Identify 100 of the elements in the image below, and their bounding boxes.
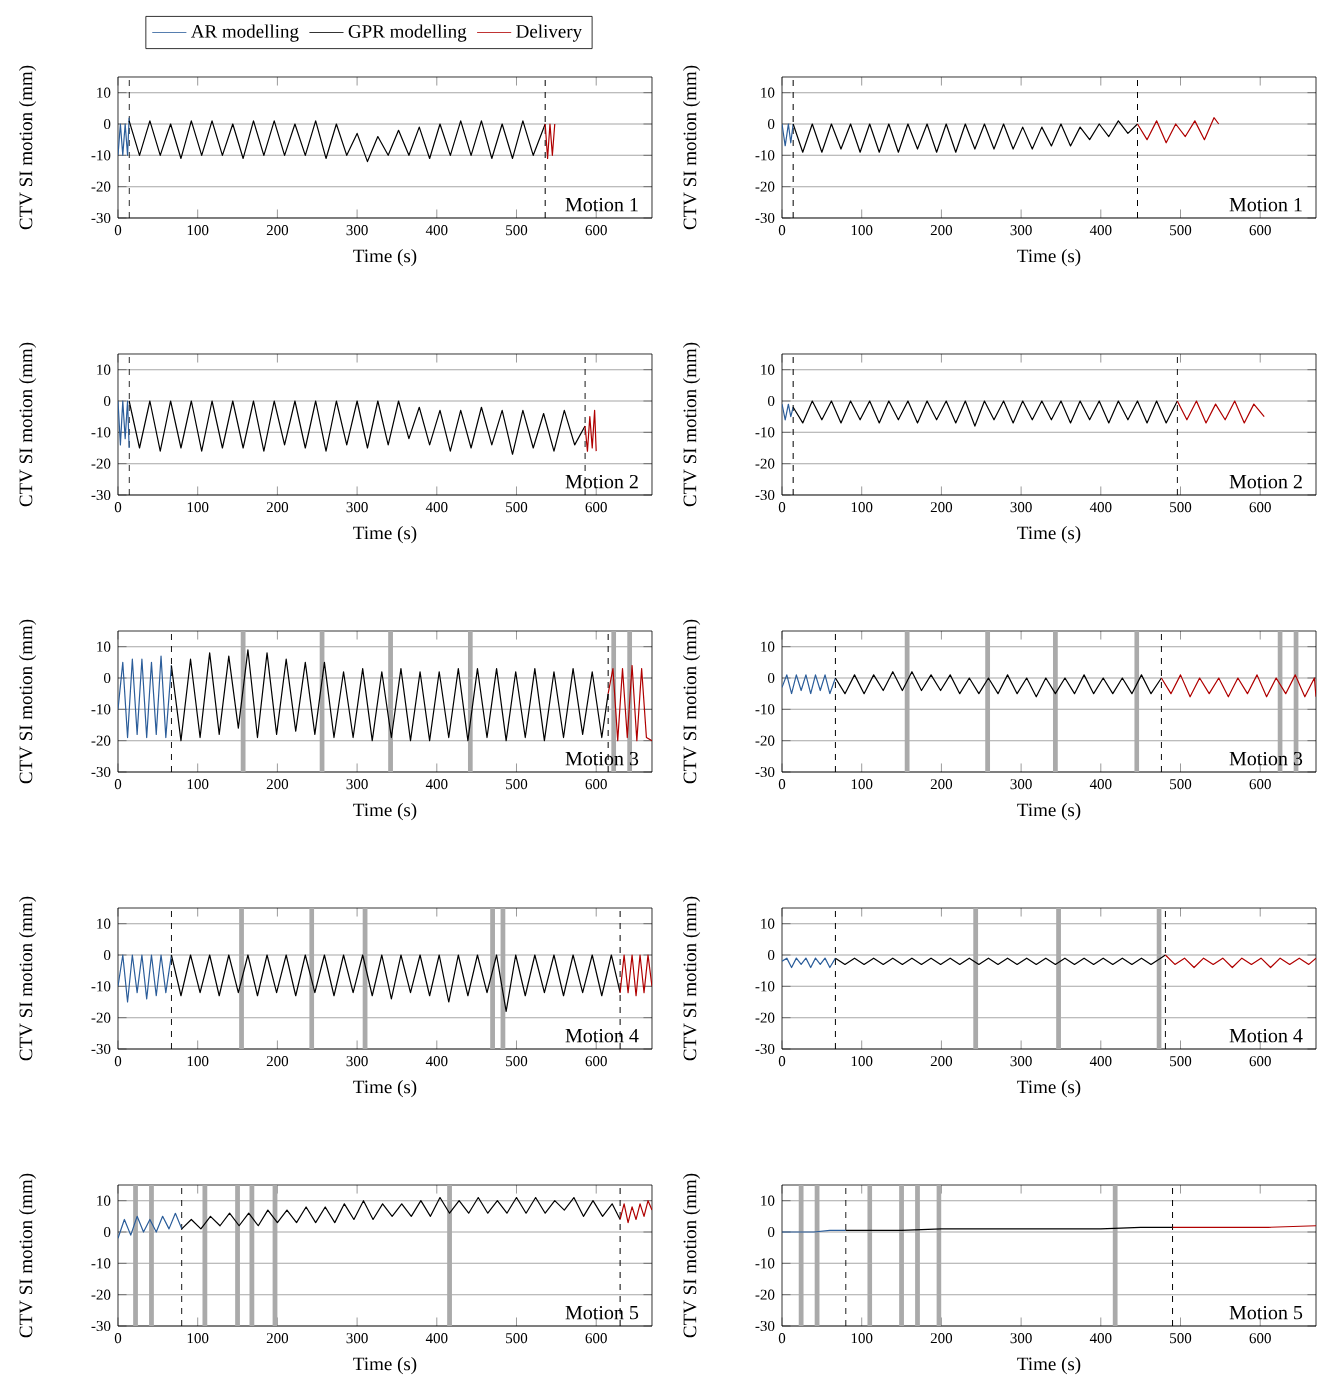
x-tick-label: 200 (266, 225, 289, 236)
y-tick-label: 0 (768, 672, 775, 684)
annotation: Motion 1 (565, 197, 638, 212)
x-tick-label: 200 (266, 1333, 289, 1344)
x-tick-label: 100 (851, 502, 873, 513)
x-tick-label: 200 (930, 779, 953, 790)
x-tick-label: 0 (778, 1333, 786, 1344)
y-axis-title: CTV SI motion (mm) (682, 896, 701, 1061)
x-axis-title: Time (s) (353, 802, 417, 821)
x-tick-label: 300 (1010, 1056, 1032, 1067)
y-tick-label: -20 (91, 181, 111, 192)
y-axis-title: CTV SI motion (mm) (18, 1173, 37, 1338)
y-tick-label: -30 (755, 1043, 775, 1055)
x-tick-label: 600 (1249, 1333, 1271, 1344)
y-tick-label: 0 (768, 118, 775, 130)
legend-label: GPR modelling (348, 24, 467, 42)
x-tick-label: 600 (585, 779, 607, 790)
x-tick-label: 400 (1089, 1333, 1112, 1344)
y-tick-label: 0 (768, 949, 775, 961)
x-tick-label: 300 (346, 502, 368, 513)
x-tick-label: 500 (1170, 779, 1192, 790)
x-axis-title: Time (s) (353, 248, 417, 267)
x-tick-label: 600 (585, 1056, 607, 1067)
x-tick-label: 500 (506, 225, 528, 236)
y-axis-title: CTV SI motion (mm) (682, 619, 701, 784)
x-axis-title: Time (s) (353, 525, 417, 544)
y-tick-label: -10 (755, 704, 775, 715)
x-tick-label: 100 (187, 1333, 209, 1344)
x-tick-label: 100 (851, 225, 873, 236)
y-axis-title: CTV SI motion (mm) (682, 1173, 701, 1338)
y-tick-label: -20 (755, 1012, 775, 1023)
y-tick-label: -10 (91, 1258, 111, 1269)
x-axis-title: Time (s) (1017, 802, 1081, 821)
x-tick-label: 500 (1170, 1056, 1192, 1067)
x-tick-label: 500 (1170, 225, 1192, 236)
y-tick-label: 0 (104, 118, 111, 130)
x-tick-label: 200 (930, 225, 953, 236)
x-tick-label: 200 (930, 502, 953, 513)
y-tick-label: 0 (768, 1226, 775, 1238)
x-tick-label: 500 (506, 1056, 528, 1067)
x-tick-label: 400 (425, 502, 448, 513)
x-tick-label: 200 (266, 1056, 289, 1067)
y-tick-label: -20 (91, 735, 111, 746)
x-tick-label: 0 (114, 779, 122, 790)
y-tick-label: -20 (755, 181, 775, 192)
y-axis-title: CTV SI motion (mm) (18, 65, 37, 230)
y-tick-label: 10 (97, 918, 111, 929)
x-tick-label: 400 (425, 1333, 448, 1344)
legend-label: AR modelling (190, 24, 299, 42)
x-tick-label: 200 (930, 1056, 953, 1067)
x-tick-label: 600 (585, 1333, 607, 1344)
x-tick-label: 200 (930, 1333, 953, 1344)
annotation: Motion 5 (1229, 1305, 1303, 1320)
y-axis-title: CTV SI motion (mm) (682, 342, 701, 507)
x-axis-title: Time (s) (1017, 525, 1081, 544)
y-tick-label: -30 (91, 212, 111, 224)
y-axis-title: CTV SI motion (mm) (18, 342, 37, 507)
y-tick-label: 0 (104, 1226, 111, 1238)
x-tick-label: 0 (114, 1056, 122, 1067)
y-tick-label: -10 (755, 981, 775, 992)
y-tick-label: -30 (91, 1043, 111, 1055)
y-tick-label: 10 (97, 364, 111, 375)
x-tick-label: 0 (778, 502, 786, 513)
y-tick-label: 10 (97, 641, 111, 652)
x-tick-label: 500 (1170, 1333, 1192, 1344)
x-tick-label: 300 (1010, 1333, 1032, 1344)
x-tick-label: 300 (346, 1333, 368, 1344)
x-axis-title: Time (s) (353, 1079, 417, 1098)
y-tick-label: -10 (91, 427, 111, 438)
y-tick-label: 0 (768, 395, 775, 407)
x-tick-label: 400 (425, 1056, 448, 1067)
x-tick-label: 500 (1170, 502, 1192, 513)
x-tick-label: 600 (585, 225, 607, 236)
x-tick-label: 600 (585, 502, 607, 513)
x-tick-label: 300 (1010, 502, 1032, 513)
x-tick-label: 300 (346, 1056, 368, 1067)
y-tick-label: 0 (104, 949, 111, 961)
y-tick-label: -10 (91, 981, 111, 992)
x-tick-label: 0 (114, 502, 122, 513)
y-tick-label: 0 (104, 395, 111, 407)
x-axis-title: Time (s) (1017, 1356, 1081, 1375)
x-tick-label: 400 (1089, 502, 1112, 513)
y-tick-label: -30 (755, 212, 775, 224)
y-tick-label: -10 (91, 150, 111, 161)
x-tick-label: 500 (506, 779, 528, 790)
annotation: Motion 3 (1229, 751, 1303, 766)
y-axis-title: CTV SI motion (mm) (682, 65, 701, 230)
x-tick-label: 100 (187, 225, 209, 236)
x-tick-label: 0 (778, 225, 786, 236)
x-tick-label: 0 (778, 1056, 786, 1067)
y-tick-label: -10 (755, 1258, 775, 1269)
y-tick-label: -30 (91, 766, 111, 778)
y-tick-label: -30 (91, 489, 111, 501)
y-tick-label: -10 (91, 704, 111, 715)
x-tick-label: 600 (1249, 225, 1271, 236)
y-axis-title: CTV SI motion (mm) (18, 896, 37, 1061)
x-tick-label: 300 (1010, 225, 1032, 236)
x-tick-label: 100 (187, 779, 209, 790)
annotation: Motion 5 (565, 1305, 639, 1320)
annotation: Motion 2 (565, 474, 638, 489)
